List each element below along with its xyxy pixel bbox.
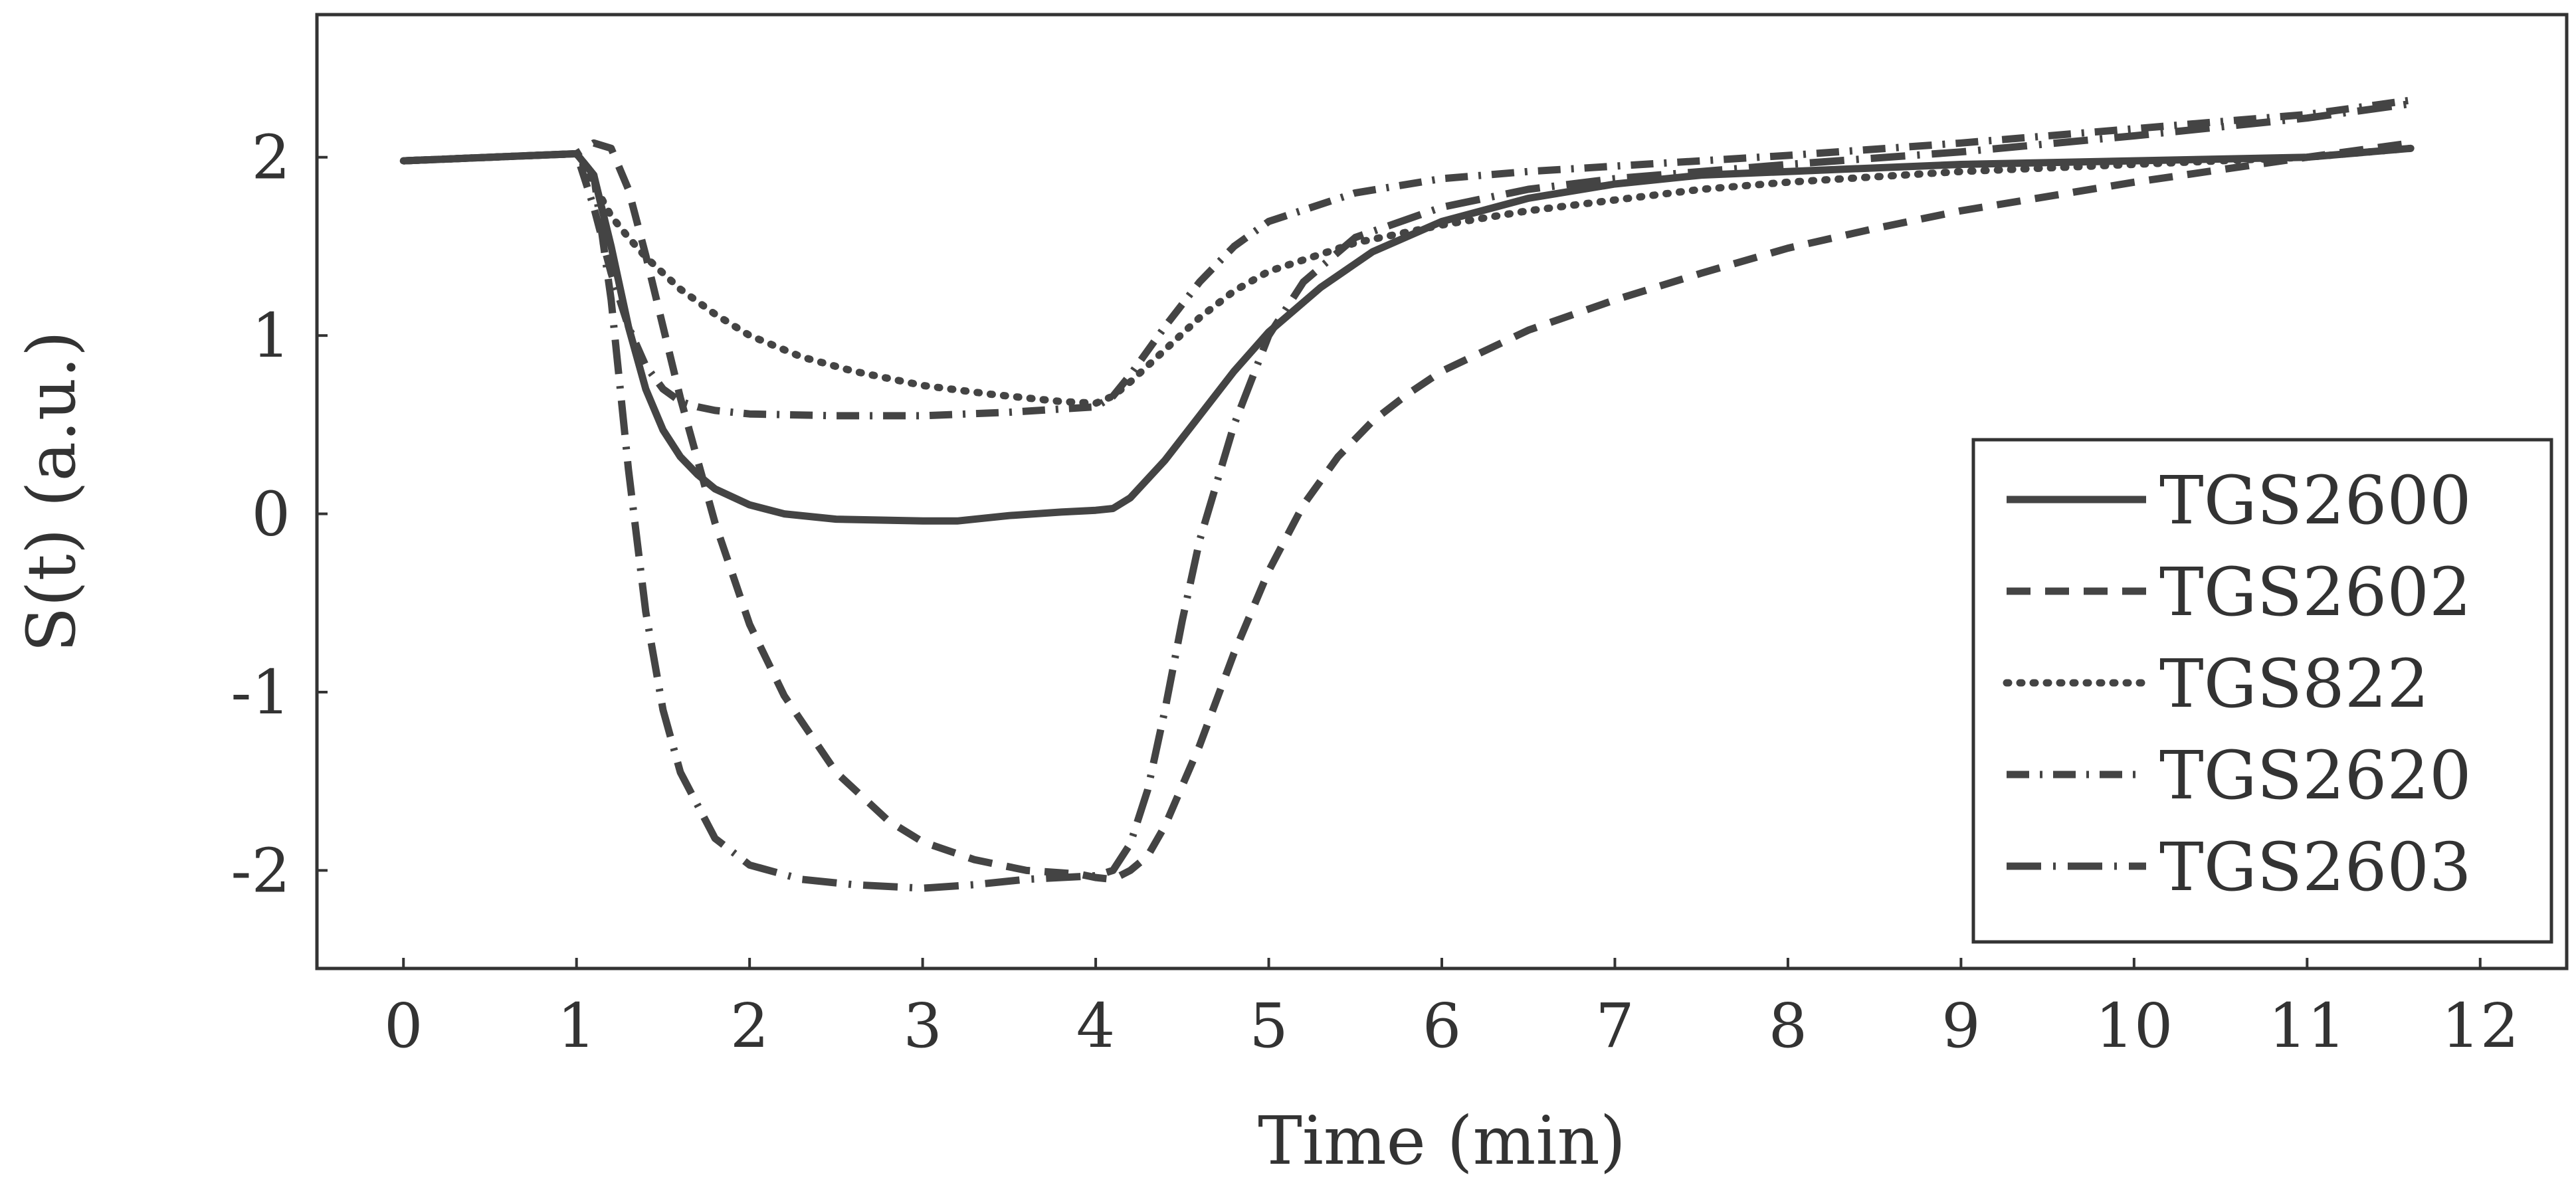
x-tick-label: 3: [903, 990, 942, 1061]
x-axis-label: Time (min): [1258, 1102, 1626, 1180]
x-tick-label: 8: [1769, 990, 1808, 1061]
legend-entry-tgs2603: TGS2603: [2159, 828, 2472, 906]
y-axis-label: S(t) (a.u.): [13, 331, 90, 652]
axis-ticks: [317, 155, 2482, 968]
x-tick-label: 10: [2095, 990, 2173, 1061]
legend: TGS2600 TGS2602 TGS822 TGS2620 TGS2603: [1971, 438, 2553, 944]
x-tick-label: 7: [1595, 990, 1635, 1061]
y-tick-label: 1: [251, 300, 290, 371]
x-tick-label: 5: [1249, 990, 1288, 1061]
y-tick-label: -2: [231, 835, 290, 906]
x-tick-label: 4: [1076, 990, 1116, 1061]
legend-entry-tgs2602: TGS2602: [2159, 553, 2472, 631]
series-line-tgs2603: [403, 100, 2412, 892]
x-tick-label: 0: [384, 990, 423, 1061]
series-line-tgs2602: [403, 139, 2412, 883]
y-tick-label: 2: [251, 122, 290, 193]
series-layer: [399, 96, 2415, 892]
x-tick-label: 12: [2441, 990, 2519, 1061]
x-tick-label: 6: [1423, 990, 1462, 1061]
legend-entry-tgs2620: TGS2620: [2159, 737, 2472, 814]
legend-entry-tgs822: TGS822: [2159, 645, 2429, 723]
x-tick-label: 2: [730, 990, 769, 1061]
x-tick-label: 1: [557, 990, 596, 1061]
x-tick-label: 9: [1941, 990, 1981, 1061]
series-line-tgs822: [399, 144, 2415, 407]
series-line-tgs2600: [403, 144, 2412, 525]
y-tick-label: 0: [251, 479, 290, 550]
x-tick-label: 11: [2268, 990, 2346, 1061]
y-tick-label: -1: [231, 657, 290, 728]
legend-entry-tgs2600: TGS2600: [2159, 462, 2472, 539]
legend-box: [1971, 438, 2553, 944]
